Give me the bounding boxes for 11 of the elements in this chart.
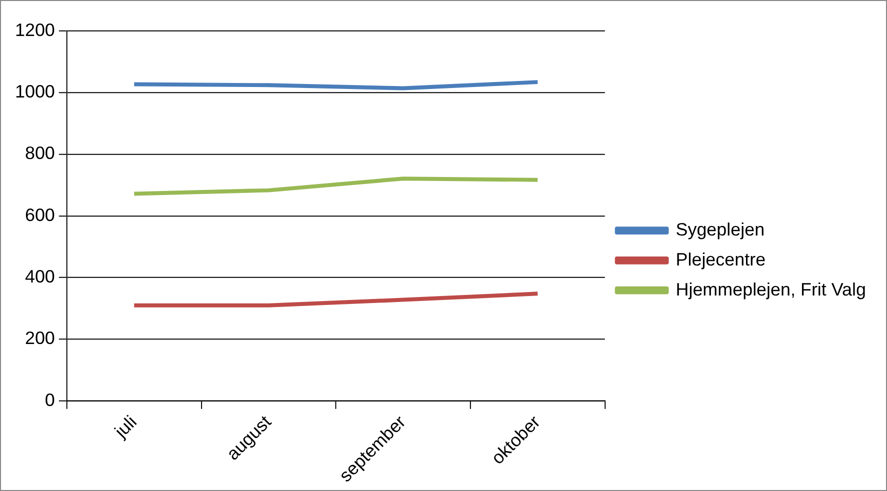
legend-label: Hjemmeplejen, Frit Valg — [676, 279, 866, 300]
y-tick-label: 600 — [24, 204, 55, 225]
y-tick-label: 1200 — [14, 20, 55, 40]
x-tick-label: juli — [110, 412, 140, 442]
y-tick-label: 1000 — [14, 82, 55, 102]
y-tick-label: 400 — [24, 266, 55, 287]
y-tick-label: 800 — [24, 143, 55, 164]
y-tick-label: 0 — [44, 390, 55, 410]
legend-label: Sygeplejen — [676, 220, 765, 240]
y-tick-label: 200 — [24, 328, 55, 348]
legend-label: Plejecentre — [676, 249, 766, 270]
